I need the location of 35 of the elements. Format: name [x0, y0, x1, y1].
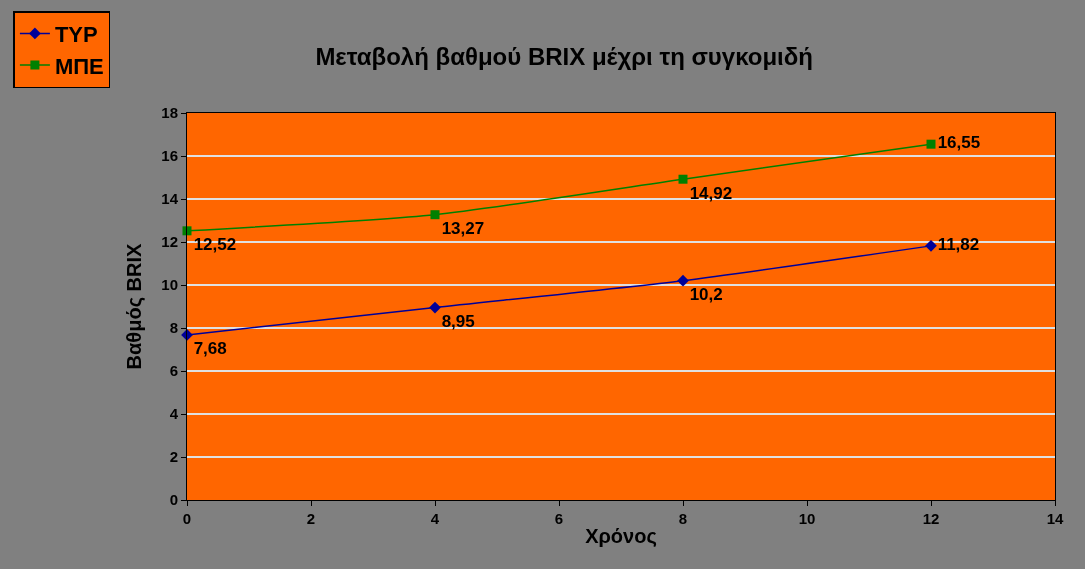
y-tick-label: 14: [161, 190, 179, 208]
point: [430, 210, 440, 220]
data-label: 13,27: [441, 219, 485, 239]
y-tick-label: 8: [169, 319, 178, 337]
x-tick-label: 8: [678, 510, 688, 527]
x-tick-label: 0: [182, 510, 192, 527]
x-tick-label: 14: [1046, 510, 1064, 527]
legend-label: ΤΥΡ: [54, 22, 98, 47]
y-tick-label: 6: [169, 362, 178, 380]
y-tick-label: 2: [169, 448, 178, 466]
chart-title: Μεταβολή βαθμού BRIX μέχρι τη συγκομιδή: [315, 43, 814, 71]
x-tick-label: 6: [554, 510, 564, 527]
y-tick-label: 18: [161, 104, 178, 122]
y-tick-label: 16: [161, 147, 178, 165]
point: [925, 240, 937, 252]
point: [429, 301, 441, 314]
data-label: 7,68: [193, 339, 227, 359]
data-label: 8,95: [441, 311, 475, 331]
data-label: 14,92: [689, 183, 733, 203]
legend-label: ΜΠΕ: [54, 53, 104, 79]
point: [926, 139, 936, 149]
data-label: 10,2: [689, 285, 723, 305]
point: [677, 274, 689, 287]
y-tick-label: 10: [161, 276, 178, 294]
x-tick-label: 2: [306, 510, 316, 527]
y-tick-label: 12: [161, 233, 178, 251]
x-axis-title: Χρόνος: [585, 524, 657, 547]
y-tick-label: 0: [169, 491, 178, 509]
y-axis-title: Βαθμός BRIX: [122, 242, 145, 370]
y-tick-label: 4: [169, 405, 179, 423]
x-tick-label: 4: [430, 510, 440, 527]
point: [678, 174, 688, 184]
x-tick-label: 10: [798, 510, 816, 527]
data-label: 16,55: [937, 133, 981, 153]
x-tick-label: 12: [922, 510, 940, 527]
